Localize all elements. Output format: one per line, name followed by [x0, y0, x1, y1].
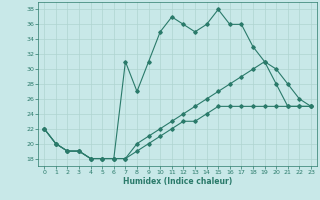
- X-axis label: Humidex (Indice chaleur): Humidex (Indice chaleur): [123, 177, 232, 186]
